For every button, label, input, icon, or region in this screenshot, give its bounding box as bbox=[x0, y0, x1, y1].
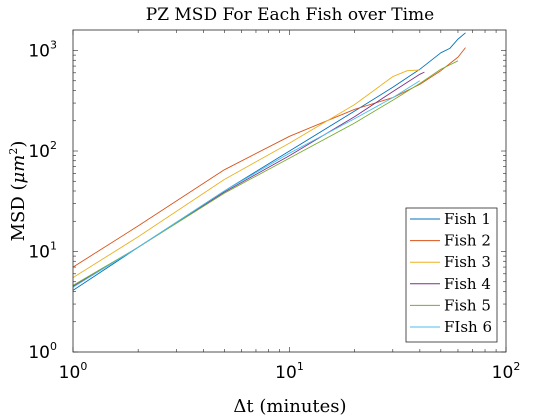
x-tick-label-exp: 2 bbox=[513, 360, 520, 373]
series-line-5 bbox=[72, 60, 459, 286]
x-tick-label: 100 bbox=[59, 360, 88, 383]
x-tick-label-exp: 0 bbox=[80, 360, 87, 373]
legend-label: Fish 2 bbox=[444, 232, 491, 250]
y-tick-label-exp: 0 bbox=[50, 340, 57, 353]
y-tick-label: 101 bbox=[28, 240, 57, 263]
y-tick-label-base: 10 bbox=[28, 42, 50, 62]
y-axis-label-main: MSD ( bbox=[8, 183, 29, 241]
legend-label: Fish 4 bbox=[444, 275, 491, 293]
chart-title: PZ MSD For Each Fish over Time bbox=[146, 5, 435, 25]
y-tick-label-exp: 3 bbox=[50, 39, 57, 52]
y-tick-label-exp: 2 bbox=[50, 139, 57, 152]
y-tick-label: 102 bbox=[28, 139, 57, 162]
x-axis-label: Δt (minutes) bbox=[233, 396, 346, 417]
y-tick-label: 103 bbox=[28, 39, 57, 62]
axis-ticks bbox=[72, 30, 507, 353]
legend: Fish 1 Fish 2 Fish 3 Fish 4 Fish 5 FIsh 6 bbox=[405, 207, 498, 343]
legend-label: Fish 1 bbox=[444, 210, 491, 228]
y-tick-label-exp: 1 bbox=[50, 240, 57, 253]
x-tick-label-base: 10 bbox=[492, 363, 514, 383]
legend-box bbox=[405, 207, 498, 343]
series-lines bbox=[72, 32, 466, 291]
legend-label: Fish 3 bbox=[444, 253, 491, 271]
x-tick-label: 101 bbox=[275, 360, 304, 383]
y-tick-label: 100 bbox=[28, 340, 57, 363]
series-line-3 bbox=[72, 69, 420, 278]
series-line-6 bbox=[72, 80, 421, 288]
y-axis-label: MSD (μm2) bbox=[7, 141, 29, 242]
series-line-2 bbox=[72, 47, 466, 268]
x-tick-labels: 100 101 102 bbox=[59, 360, 521, 383]
y-axis-label-mu: μ bbox=[8, 172, 29, 184]
y-axis-label-unit: m bbox=[8, 155, 29, 172]
y-axis-label-close: ) bbox=[8, 141, 29, 148]
x-tick-label-exp: 1 bbox=[297, 360, 304, 373]
legend-label: Fish 5 bbox=[444, 296, 491, 314]
y-tick-label-base: 10 bbox=[28, 243, 50, 263]
x-tick-label-base: 10 bbox=[59, 363, 81, 383]
x-tick-label-base: 10 bbox=[275, 363, 297, 383]
x-tick-label: 102 bbox=[492, 360, 521, 383]
legend-label: FIsh 6 bbox=[444, 318, 492, 336]
y-tick-label-base: 10 bbox=[28, 142, 50, 162]
plot-frame bbox=[72, 29, 507, 353]
y-axis-label-exp: 2 bbox=[7, 148, 20, 155]
y-tick-label-base: 10 bbox=[28, 343, 50, 363]
